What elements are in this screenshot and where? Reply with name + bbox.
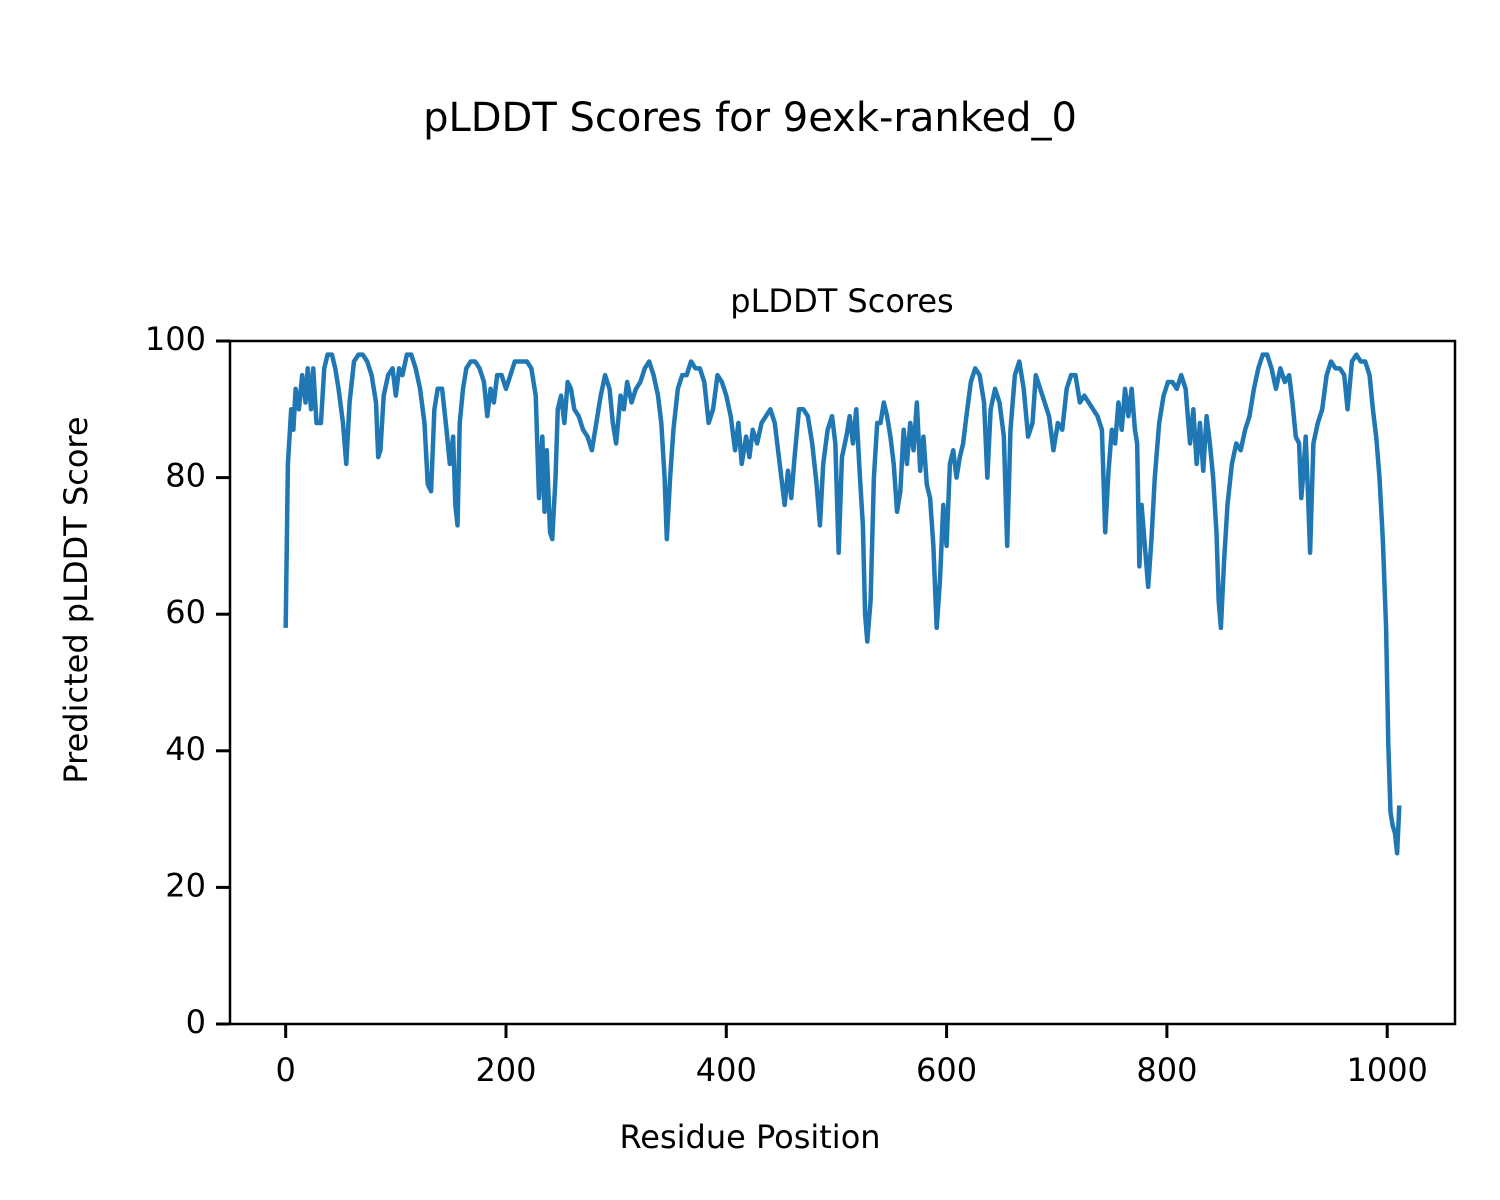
x-axis-label: Residue Position — [619, 1118, 880, 1156]
plot-frame — [228, 339, 1457, 1026]
x-tick-label: 800 — [1136, 1051, 1197, 1089]
y-tick-label: 80 — [165, 457, 206, 495]
y-tick-label: 20 — [165, 866, 206, 904]
x-tick-label: 600 — [916, 1051, 977, 1089]
y-tick-label: 40 — [165, 730, 206, 768]
y-tick-label: 0 — [186, 1003, 206, 1041]
y-axis-label: Predicted pLDDT Score — [57, 416, 95, 783]
line-series — [283, 352, 1402, 856]
y-tick-label: 60 — [165, 593, 206, 631]
y-tick-label: 100 — [145, 320, 206, 358]
chart-subtitle: pLDDT Scores — [730, 282, 953, 320]
chart-title: pLDDT Scores for 9exk-ranked_0 — [423, 95, 1077, 141]
x-tick-label: 1000 — [1346, 1051, 1427, 1089]
x-tick-label: 400 — [696, 1051, 757, 1089]
x-tick-label: 200 — [475, 1051, 536, 1089]
x-tick-label: 0 — [276, 1051, 296, 1089]
